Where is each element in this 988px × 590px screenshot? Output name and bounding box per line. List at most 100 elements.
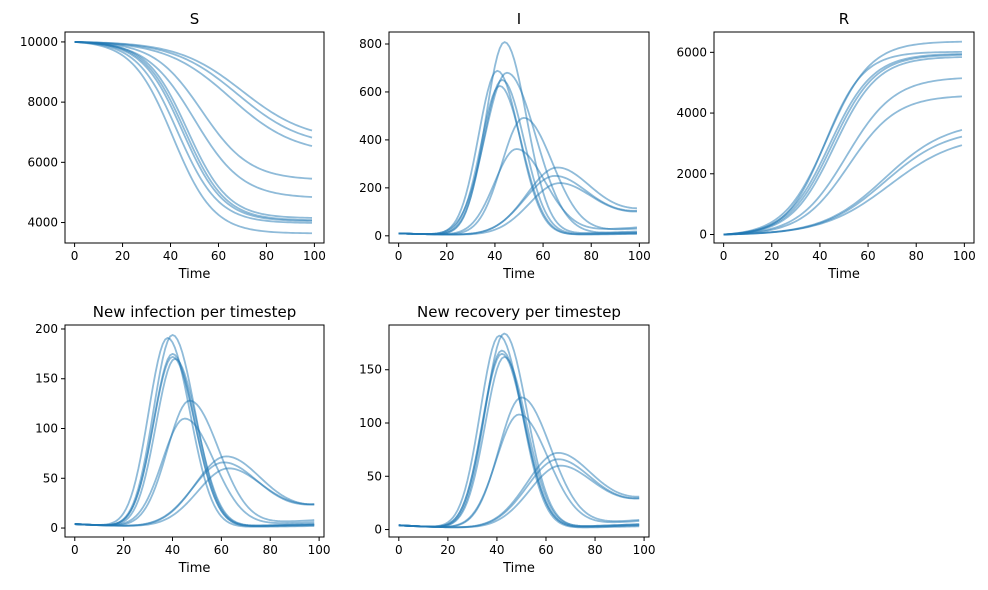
series-line-1 xyxy=(74,337,315,528)
y-tick-label: 6000 xyxy=(676,45,707,59)
x-tick-label: 20 xyxy=(764,249,779,263)
x-tick-label: 0 xyxy=(395,249,403,263)
series-line-5 xyxy=(398,116,638,236)
series-group xyxy=(398,41,638,236)
x-tick-label: 60 xyxy=(860,249,875,263)
series-line-9 xyxy=(723,144,963,236)
axes-frame xyxy=(64,324,325,538)
x-axis-label: Time xyxy=(827,267,860,282)
y-tick-label: 4000 xyxy=(676,106,707,120)
series-line-0 xyxy=(74,41,313,235)
series-group xyxy=(723,40,963,236)
y-tick-label: 100 xyxy=(35,422,58,436)
series-line-4 xyxy=(723,56,962,236)
x-tick-label: 0 xyxy=(71,249,79,263)
x-tick-label: 60 xyxy=(535,249,550,263)
x-tick-label: 40 xyxy=(489,543,504,557)
subplot-1: 0 20 40 60 80 100 0 200 400 600 800 I Time xyxy=(359,10,651,282)
series-line-4 xyxy=(398,85,637,236)
x-axis-label: Time xyxy=(502,267,535,282)
axes-frame xyxy=(388,324,650,538)
subplot-title: New recovery per timestep xyxy=(417,303,621,321)
x-tick-label: 20 xyxy=(439,249,454,263)
y-tick-label: 6000 xyxy=(27,155,58,169)
y-tick-label: 600 xyxy=(359,85,382,99)
series-group xyxy=(74,334,315,528)
series-line-9 xyxy=(74,467,315,527)
subplot-4: 0 20 40 60 80 100 0 50 100 150 New recovery per ti… xyxy=(359,303,655,576)
series-group xyxy=(74,41,313,235)
subplot-title: R xyxy=(839,10,849,28)
x-tick-label: 20 xyxy=(115,249,130,263)
series-line-4 xyxy=(398,356,640,528)
series-line-6 xyxy=(398,148,638,236)
x-axis-label: Time xyxy=(178,561,211,576)
y-tick-label: 50 xyxy=(367,469,382,483)
x-tick-label: 0 xyxy=(71,543,79,557)
axes-frame xyxy=(64,31,325,244)
y-tick-label: 50 xyxy=(43,471,58,485)
series-line-2 xyxy=(398,71,637,235)
x-tick-label: 80 xyxy=(587,543,602,557)
series-line-7 xyxy=(74,455,315,527)
x-tick-label: 0 xyxy=(395,543,403,557)
y-tick-label: 10000 xyxy=(20,35,58,49)
x-tick-label: 80 xyxy=(584,249,599,263)
y-tick-label: 400 xyxy=(359,133,382,147)
series-line-1 xyxy=(398,69,637,236)
series-line-7 xyxy=(723,129,963,236)
x-tick-label: 60 xyxy=(538,543,553,557)
y-tick-label: 100 xyxy=(359,416,382,430)
x-tick-label: 100 xyxy=(633,543,656,557)
x-tick-label: 40 xyxy=(487,249,502,263)
x-tick-label: 80 xyxy=(263,543,278,557)
subplot-title: I xyxy=(517,10,521,28)
series-line-7 xyxy=(398,451,640,529)
series-line-0 xyxy=(723,40,962,236)
x-tick-label: 40 xyxy=(163,249,178,263)
series-line-9 xyxy=(398,182,637,236)
y-tick-label: 4000 xyxy=(27,216,58,230)
y-tick-label: 0 xyxy=(50,521,58,535)
x-axis-label: Time xyxy=(502,561,535,576)
x-tick-label: 80 xyxy=(909,249,924,263)
series-line-3 xyxy=(74,355,315,528)
series-line-1 xyxy=(723,50,962,236)
x-tick-label: 20 xyxy=(116,543,131,557)
axes-frame xyxy=(388,31,650,244)
y-tick-label: 150 xyxy=(35,372,58,386)
y-tick-label: 150 xyxy=(359,363,382,377)
series-line-9 xyxy=(398,464,640,529)
x-tick-label: 100 xyxy=(953,249,976,263)
y-tick-label: 800 xyxy=(359,37,382,51)
series-line-8 xyxy=(74,41,313,139)
series-group xyxy=(398,332,640,529)
x-tick-label: 40 xyxy=(812,249,827,263)
series-line-1 xyxy=(398,334,640,529)
series-line-9 xyxy=(74,41,313,132)
x-axis-label: Time xyxy=(178,267,211,282)
x-tick-label: 60 xyxy=(211,249,226,263)
x-tick-label: 100 xyxy=(308,543,331,557)
x-tick-label: 100 xyxy=(303,249,326,263)
series-line-7 xyxy=(74,41,313,147)
y-tick-label: 200 xyxy=(35,322,58,336)
series-line-3 xyxy=(398,79,637,236)
y-tick-label: 0 xyxy=(699,227,707,241)
series-line-2 xyxy=(398,349,640,528)
series-line-5 xyxy=(398,396,640,528)
axes-frame xyxy=(713,31,975,244)
x-tick-label: 100 xyxy=(628,249,651,263)
y-tick-label: 0 xyxy=(374,523,382,537)
subplot-3: 0 20 40 60 80 100 0 50 100 150 200 New infection pe… xyxy=(35,303,330,576)
y-tick-label: 0 xyxy=(374,229,382,243)
x-tick-label: 20 xyxy=(440,543,455,557)
series-line-1 xyxy=(74,41,313,224)
series-line-2 xyxy=(74,352,315,528)
series-line-6 xyxy=(398,413,640,528)
x-tick-label: 0 xyxy=(720,249,728,263)
y-tick-label: 200 xyxy=(359,181,382,195)
y-tick-label: 2000 xyxy=(676,167,707,181)
x-tick-label: 60 xyxy=(214,543,229,557)
